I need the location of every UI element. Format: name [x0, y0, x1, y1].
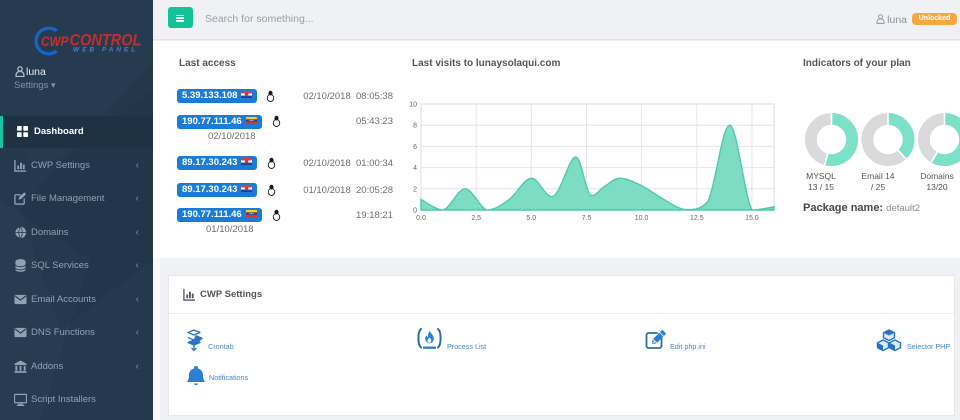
- svg-text:0.0: 0.0: [416, 215, 426, 222]
- svg-text:2: 2: [413, 186, 417, 193]
- svg-text:0: 0: [413, 208, 417, 215]
- svg-text:4: 4: [413, 165, 417, 172]
- svg-text:CONTROL: CONTROL: [70, 32, 142, 50]
- svg-text:12.5: 12.5: [690, 215, 704, 222]
- svg-text:2.5: 2.5: [471, 215, 481, 222]
- svg-text:WEB PANEL: WEB PANEL: [73, 46, 138, 53]
- svg-text:10.0: 10.0: [635, 215, 649, 222]
- svg-text:8: 8: [413, 123, 417, 130]
- svg-text:5.0: 5.0: [526, 215, 536, 222]
- svg-text:7.5: 7.5: [582, 215, 592, 222]
- svg-text:CWP: CWP: [41, 33, 69, 49]
- svg-text:6: 6: [413, 144, 417, 151]
- svg-text:15.0: 15.0: [745, 215, 759, 222]
- svg-text:10: 10: [409, 102, 417, 109]
